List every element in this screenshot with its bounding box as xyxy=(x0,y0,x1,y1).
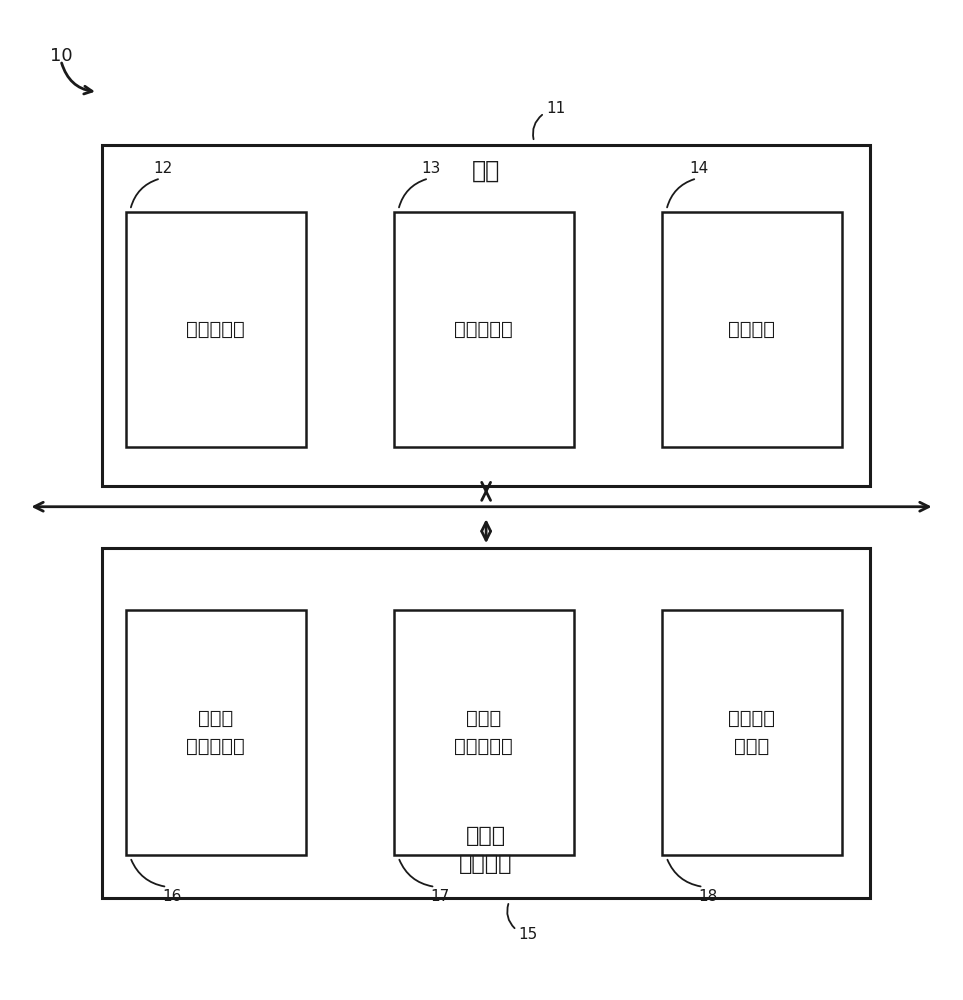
Bar xyxy=(662,610,842,855)
Bar xyxy=(102,548,870,898)
Text: 11: 11 xyxy=(546,101,565,116)
Bar xyxy=(394,212,574,447)
Text: 主机逻辑: 主机逻辑 xyxy=(728,320,775,339)
Text: 主机处理器: 主机处理器 xyxy=(186,320,246,339)
Bar xyxy=(394,610,574,855)
Text: 16: 16 xyxy=(163,889,182,904)
Text: 大容量
存储装置: 大容量 存储装置 xyxy=(459,826,513,874)
Text: 主机存储器: 主机存储器 xyxy=(455,320,513,339)
Bar xyxy=(125,212,306,447)
Text: 17: 17 xyxy=(430,889,450,904)
Text: 15: 15 xyxy=(518,927,537,942)
Bar xyxy=(125,610,306,855)
Bar xyxy=(102,145,870,486)
Text: 12: 12 xyxy=(153,161,172,176)
Text: 主机: 主机 xyxy=(472,159,500,183)
Text: 18: 18 xyxy=(699,889,718,904)
Text: 13: 13 xyxy=(422,161,441,176)
Bar xyxy=(662,212,842,447)
Text: 10: 10 xyxy=(50,47,72,65)
Text: 14: 14 xyxy=(690,161,709,176)
Text: 第二非
易失性介质: 第二非 易失性介质 xyxy=(455,709,513,756)
Text: 第一非
易失性介质: 第一非 易失性介质 xyxy=(186,709,246,756)
Text: 存储控制
器逻辑: 存储控制 器逻辑 xyxy=(728,709,775,756)
